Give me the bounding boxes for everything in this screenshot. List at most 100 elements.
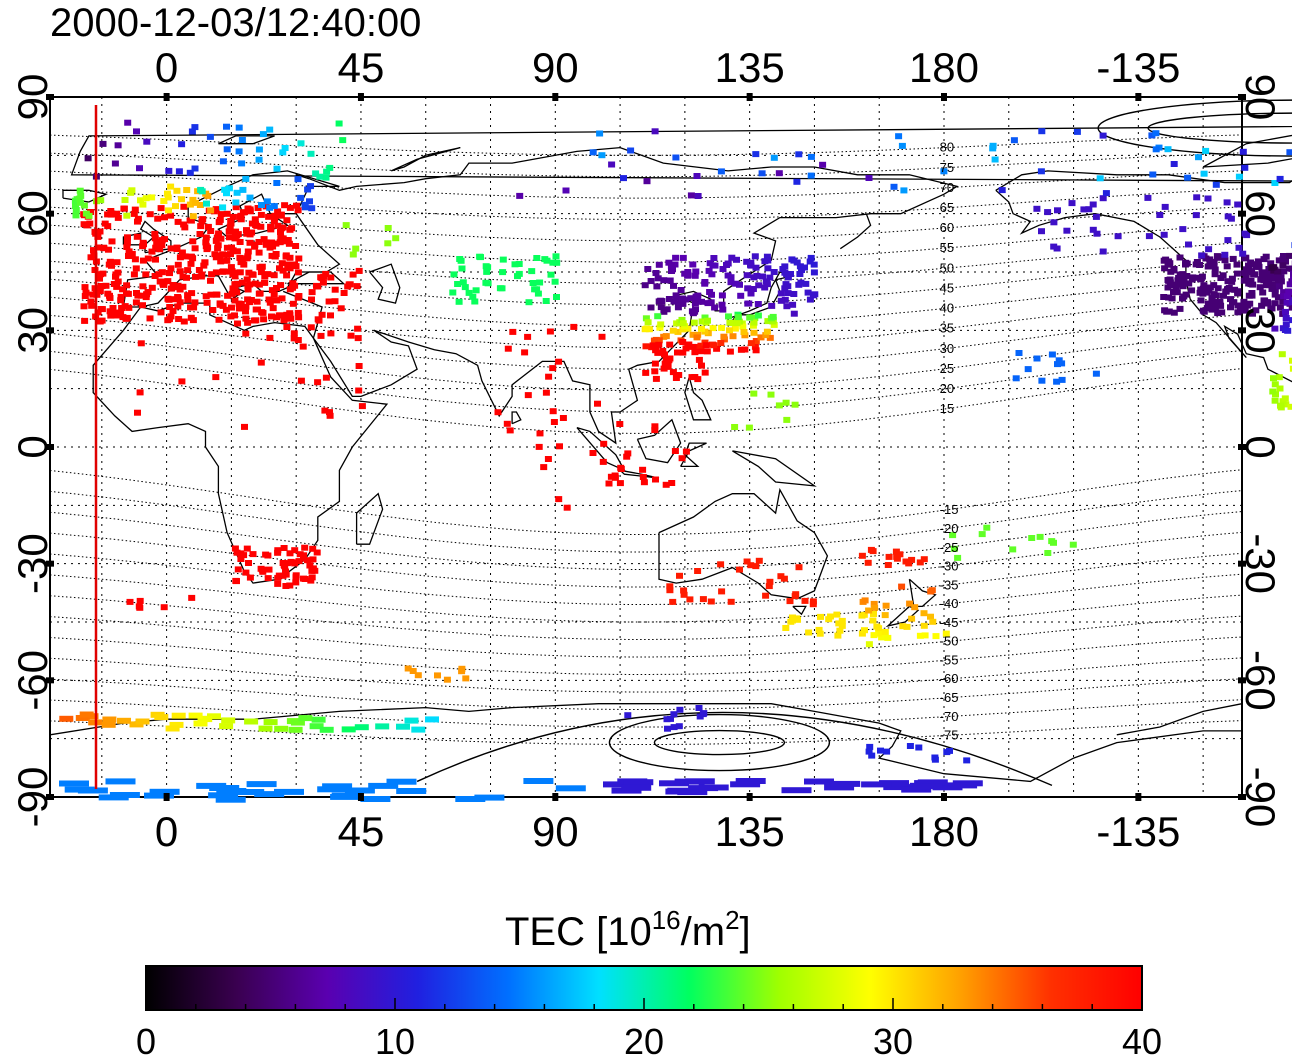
mlat-contour <box>49 699 1243 728</box>
tec-cell <box>294 176 302 183</box>
left-lat-label: -60 <box>9 650 56 711</box>
tec-cell <box>534 290 542 297</box>
tec-cell <box>817 613 824 620</box>
tec-cell <box>237 301 245 307</box>
tec-cell <box>1282 308 1289 315</box>
tec-cell <box>775 402 783 409</box>
tec-cell <box>144 289 152 295</box>
tec-cell <box>238 279 246 286</box>
tec-cell <box>300 555 307 562</box>
mlat-contour <box>49 720 1243 745</box>
tec-cell <box>404 665 412 672</box>
tec-cell <box>899 623 907 630</box>
tec-cell <box>172 203 179 210</box>
tec-cell <box>1170 161 1178 167</box>
tec-cell <box>726 327 733 334</box>
tec-cell <box>107 208 115 214</box>
tec-cell <box>203 244 211 251</box>
tec-cell <box>836 627 844 634</box>
tec-cell <box>283 311 291 318</box>
tec-cell <box>1185 280 1193 287</box>
tec-cell <box>598 333 606 340</box>
tec-cell <box>178 141 186 148</box>
tec-cell <box>121 303 129 310</box>
tec-cell <box>154 714 169 721</box>
mlat-label: -35 <box>940 577 959 592</box>
tec-cell <box>139 283 147 290</box>
tec-cell <box>769 318 777 325</box>
tec-cell <box>165 167 173 174</box>
tec-cell <box>123 212 131 219</box>
tec-cell <box>322 174 330 181</box>
tec-cell <box>174 282 182 289</box>
top-tick <box>163 93 170 101</box>
tec-cell <box>465 289 473 296</box>
tec-cell <box>375 723 390 730</box>
coastline <box>390 146 461 172</box>
tec-cell <box>297 140 305 147</box>
tec-cell <box>652 375 660 382</box>
tec-cell <box>875 625 883 632</box>
tec-cell <box>270 203 278 210</box>
tec-cell <box>1149 171 1157 178</box>
tec-cell <box>1198 252 1206 259</box>
tec-cell <box>1271 300 1279 307</box>
tec-cell <box>257 211 265 218</box>
tec-cell <box>747 290 755 297</box>
tec-cell <box>189 317 197 324</box>
tec-cell <box>664 725 671 732</box>
tec-cell <box>810 269 818 276</box>
right-latitude-labels: 90 60 30 0 -30 -60 -90 <box>1237 74 1284 828</box>
tec-cell <box>1275 283 1283 290</box>
tec-cell <box>123 290 130 297</box>
tec-cell <box>1144 194 1152 201</box>
tec-cell <box>731 325 739 332</box>
tec-cell <box>1235 173 1243 180</box>
tec-cell <box>908 615 916 622</box>
tec-cell <box>870 600 878 607</box>
tec-cell <box>279 149 287 156</box>
tec-cell <box>253 298 261 305</box>
tec-cell <box>211 251 219 258</box>
tec-cell <box>1278 351 1286 358</box>
tec-cell <box>503 420 511 427</box>
tec-cell <box>698 784 729 791</box>
tec-cell <box>225 185 233 192</box>
tec-cell <box>623 779 654 786</box>
tec-cell <box>912 783 943 790</box>
tec-cell <box>268 313 275 320</box>
tec-cell <box>223 146 231 153</box>
tec-cell <box>743 272 751 279</box>
tec-cell <box>136 597 144 604</box>
tec-cell <box>545 373 553 380</box>
tec-cell <box>144 792 174 799</box>
tec-cell <box>686 596 694 603</box>
tec-cell <box>640 479 648 486</box>
tec-cell <box>1262 282 1270 289</box>
tec-cell <box>668 268 675 274</box>
tec-cell <box>146 211 154 218</box>
tec-cell <box>227 251 234 258</box>
tec-cell <box>135 603 143 610</box>
tec-cell <box>858 552 866 559</box>
tec-cell <box>670 724 678 731</box>
tec-cell <box>222 306 230 313</box>
tec-cell <box>229 213 237 220</box>
tec-cell <box>251 317 258 324</box>
tec-cell <box>117 717 131 724</box>
tec-cell <box>242 569 250 576</box>
tec-cell <box>751 315 759 321</box>
tec-cell <box>90 247 97 254</box>
tec-cell <box>152 256 159 263</box>
tec-cell <box>1290 276 1292 283</box>
tec-cell <box>223 251 231 258</box>
tec-cell <box>449 289 457 296</box>
tec-cell <box>692 268 700 275</box>
tec-cell <box>777 573 785 580</box>
mlat-contour <box>49 678 1243 710</box>
tec-cell <box>698 318 706 325</box>
tec-cell <box>102 282 110 289</box>
tec-cell <box>246 194 254 201</box>
tec-cell <box>254 791 285 798</box>
tec-cell <box>262 551 270 558</box>
